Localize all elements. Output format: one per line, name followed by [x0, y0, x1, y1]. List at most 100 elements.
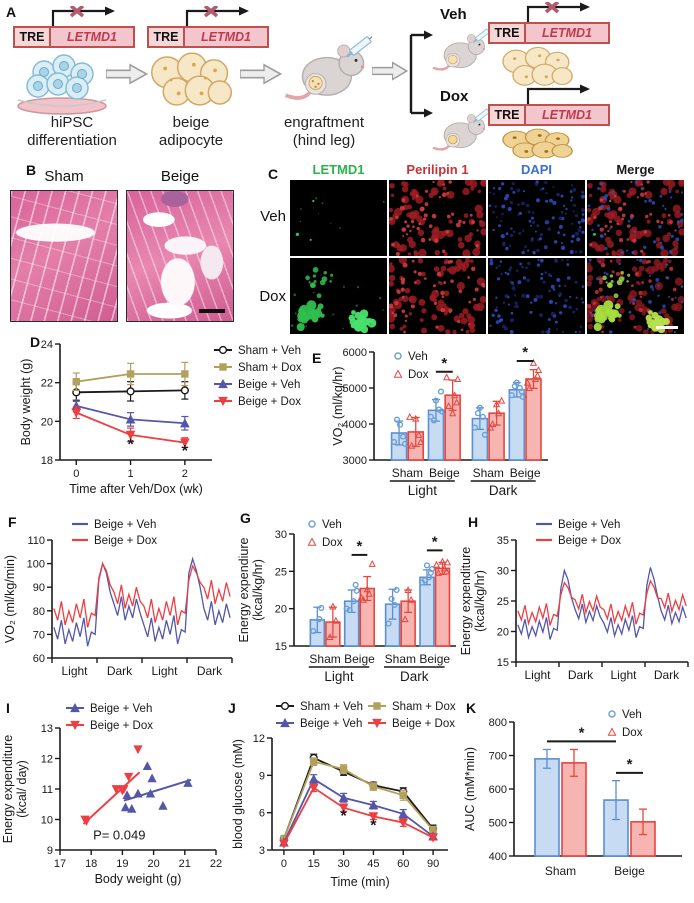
svg-text:Sham + Veh: Sham + Veh	[300, 701, 363, 713]
hipsc-caption: hiPSC differentiation	[27, 114, 117, 149]
panel-k-label: K	[466, 700, 477, 716]
svg-text:45: 45	[367, 858, 379, 870]
letmd1-box: LETMD1	[526, 24, 608, 42]
svg-text:15: 15	[308, 858, 320, 870]
svg-text:1: 1	[128, 468, 134, 480]
svg-text:Beige + Veh: Beige + Veh	[90, 703, 152, 715]
svg-text:Dark: Dark	[489, 483, 518, 498]
letmd1-box: LETMD1	[185, 28, 267, 46]
svg-text:Veh: Veh	[622, 709, 642, 721]
veh-row-label: Veh	[260, 208, 286, 225]
svg-text:22: 22	[210, 858, 222, 870]
beige-adipocyte-caption: beige adipocyte	[158, 114, 224, 149]
svg-text:Dox: Dox	[322, 537, 343, 549]
promoter-arrow-icon	[526, 84, 590, 104]
vo2-bar-chart: 3000 4000 5000 6000 Sham Beige Sham Beige Light D…	[331, 344, 548, 498]
svg-text:10: 10	[41, 815, 53, 827]
svg-text:500: 500	[489, 818, 507, 830]
tre-box: TRE	[490, 106, 526, 124]
svg-text:12: 12	[253, 733, 265, 745]
energy-expenditure-trace-chart: 15 20 25 30 35 Light Dark Light Dark Energy expen…	[460, 519, 689, 682]
auc-bar-chart: 400 500 600 700 800 Sham Beige AUC (mM*min) * * Ve…	[463, 709, 682, 878]
crossed-out-icon	[544, 2, 560, 14]
panel-e-label: E	[312, 350, 322, 366]
svg-text:Dark: Dark	[654, 668, 680, 682]
dapi-channel-header: DAPI	[520, 162, 553, 177]
svg-text:13: 13	[41, 723, 53, 735]
tre-box: TRE	[149, 28, 185, 46]
scale-bar	[656, 326, 678, 329]
if-tile-dox-letmd1	[290, 258, 387, 334]
svg-text:Beige + Dox: Beige + Dox	[558, 535, 621, 547]
perilipin-channel-header: Perilipin 1	[406, 162, 469, 177]
svg-text:*: *	[127, 436, 134, 453]
panel-h-label: H	[468, 514, 479, 530]
blood-glucose-chart: 3 6 9 12 0 15 30 45 60 90 Time (min) blood glucose …	[231, 701, 456, 889]
svg-text:*: *	[432, 533, 438, 550]
if-tile-dox-perilipin	[386, 255, 487, 335]
svg-text:100: 100	[27, 559, 45, 571]
svg-text:Beige + Dox: Beige + Dox	[94, 535, 157, 547]
svg-text:Time after Veh/Dox (wk): Time after Veh/Dox (wk)	[69, 482, 203, 496]
svg-text:Time (min): Time (min)	[330, 875, 389, 889]
svg-text:Veh: Veh	[408, 351, 428, 363]
panel-d-label: D	[30, 334, 41, 350]
svg-text:Veh: Veh	[322, 519, 342, 531]
svg-text:3000: 3000	[343, 455, 367, 467]
tre-letmd1-construct: TRE LETMD1	[147, 6, 269, 48]
svg-text:5000: 5000	[343, 383, 367, 395]
mouse-syringe-icon	[284, 31, 372, 100]
svg-text:blood glucose (mM): blood glucose (mM)	[231, 739, 245, 849]
svg-text:21: 21	[179, 858, 191, 870]
svg-text:Light: Light	[610, 668, 637, 682]
svg-text:Beige + Veh: Beige + Veh	[238, 379, 300, 391]
beige-adipocyte-icon	[150, 52, 233, 106]
svg-text:VO₂ (ml/kg/hr): VO₂ (ml/kg/hr)	[331, 366, 345, 445]
crossed-out-icon	[69, 6, 85, 18]
svg-text:*: *	[340, 808, 347, 825]
letmd1-box: LETMD1	[51, 28, 133, 46]
svg-text:Energy expendiure: Energy expendiure	[238, 537, 251, 642]
svg-text:30: 30	[497, 566, 509, 578]
svg-text:Beige: Beige	[510, 466, 541, 480]
veh-branch-label: Veh	[440, 6, 467, 23]
panel-a-label: A	[6, 4, 17, 20]
svg-text:20: 20	[41, 416, 53, 428]
svg-text:22: 22	[41, 378, 53, 390]
svg-text:70: 70	[33, 629, 45, 641]
svg-text:30: 30	[275, 529, 287, 541]
branch-arrows-icon	[409, 30, 433, 118]
panel-g-label: G	[240, 510, 251, 526]
svg-text:Dark: Dark	[400, 669, 429, 684]
svg-text:*: *	[441, 355, 447, 372]
svg-text:Sham: Sham	[392, 466, 423, 480]
svg-text:Beige + Veh: Beige + Veh	[300, 718, 362, 730]
svg-text:Dark: Dark	[568, 668, 594, 682]
mouse-syringe-icon	[432, 105, 490, 151]
letmd1-channel-header: LETMD1	[312, 162, 365, 177]
regression-scatter-chart: 9 10 11 12 13 17 18 19 20 21 22 Body weight (g) Ener…	[2, 702, 222, 886]
svg-text:*: *	[370, 818, 377, 835]
svg-text:(kcal/kg/hr): (kcal/kg/hr)	[473, 570, 487, 632]
tre-letmd1-construct: TRE LETMD1	[488, 2, 610, 44]
svg-text:*: *	[357, 538, 363, 555]
svg-text:6000: 6000	[343, 347, 367, 359]
svg-text:20: 20	[497, 627, 509, 639]
svg-text:9: 9	[47, 845, 53, 857]
sham-histology-image	[10, 190, 118, 322]
svg-text:Body weight (g): Body weight (g)	[19, 359, 33, 446]
svg-text:Light: Light	[408, 483, 438, 498]
svg-text:17: 17	[54, 858, 66, 870]
letmd1-box: LETMD1	[526, 106, 608, 124]
svg-text:90: 90	[427, 858, 439, 870]
svg-text:VO₂ (ml/kg/min): VO₂ (ml/kg/min)	[3, 555, 17, 643]
promoter-arrow-icon	[51, 6, 115, 26]
svg-text:AUC (mM*min): AUC (mM*min)	[463, 747, 477, 831]
beige-column-header: Beige	[160, 168, 200, 185]
svg-text:Beige + Dox: Beige + Dox	[90, 720, 153, 732]
sham-column-header: Sham	[44, 168, 84, 185]
svg-text:Light: Light	[61, 664, 88, 678]
svg-text:90: 90	[33, 582, 45, 594]
beige-adipocyte-dox-icon	[502, 128, 573, 159]
